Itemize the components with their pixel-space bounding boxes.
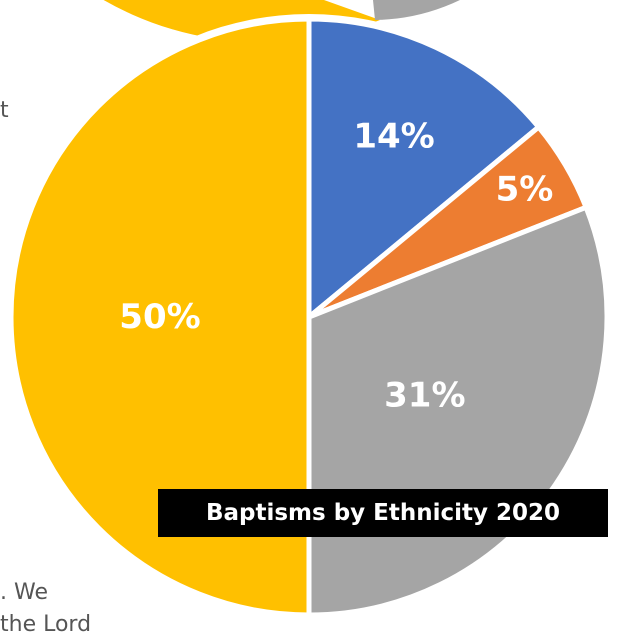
body-text-fragment: the Lord [0, 612, 92, 637]
slice-label: 50% [119, 297, 200, 337]
slice-label: 14% [353, 116, 434, 156]
pie-slice-labels: 14% 5% 31% 50% [119, 116, 553, 415]
chart-title: Baptisms by Ethnicity 2020 [158, 489, 608, 537]
pie-slice [8, 16, 312, 618]
pie-slice [306, 16, 542, 320]
body-text-fragment: t [0, 98, 9, 123]
slice-label: 31% [384, 376, 465, 416]
slice-label: 5% [496, 170, 554, 210]
background-gray-slice [373, 0, 460, 20]
body-text-fragment: . We [0, 580, 48, 605]
